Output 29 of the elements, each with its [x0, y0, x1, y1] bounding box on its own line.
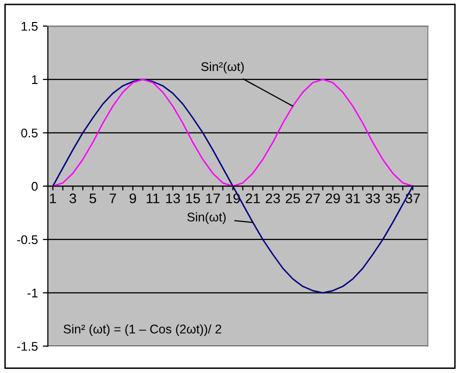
x-tick-label: 31	[346, 193, 360, 204]
x-tick-label: 25	[286, 193, 300, 204]
y-tick-label: -1.5	[17, 342, 38, 351]
y-tick-label: 0	[32, 182, 38, 191]
series-label: Sin(ωt)	[187, 212, 226, 224]
line-series	[52, 78, 414, 187]
x-tick-label: 5	[90, 194, 96, 204]
x-tick-label: 23	[266, 193, 280, 204]
x-tick-label: 1	[50, 194, 56, 204]
x-tick-label: 3	[70, 193, 76, 204]
x-tick-label: 37	[406, 193, 420, 204]
y-tick-label: 0.5	[21, 128, 38, 138]
annotation: Sin² (ωt) = (1 – Cos (2ωt))/ 2	[64, 324, 222, 336]
x-tick-label: 21	[246, 193, 260, 204]
x-tick-label: 11	[146, 194, 160, 204]
x-tick-label: 17	[206, 194, 220, 204]
x-tick-label: 7	[110, 194, 116, 204]
y-tick-label: 1.5	[22, 22, 38, 31]
x-tick-label: 27	[306, 193, 320, 204]
text: Sin²(ωt)	[201, 62, 244, 74]
y-tick-label: 1	[32, 75, 38, 84]
x-tick-label: 29	[326, 193, 340, 204]
x-tick-label: 33	[366, 193, 380, 204]
x-tick-label: 9	[130, 193, 136, 204]
x-tick-label: 13	[166, 193, 180, 204]
y-tick-label: -0.5	[17, 235, 38, 244]
x-tick-label: 15	[186, 194, 200, 204]
x-tick-label: 35	[386, 193, 400, 204]
y-tick-label: -1	[28, 288, 38, 298]
